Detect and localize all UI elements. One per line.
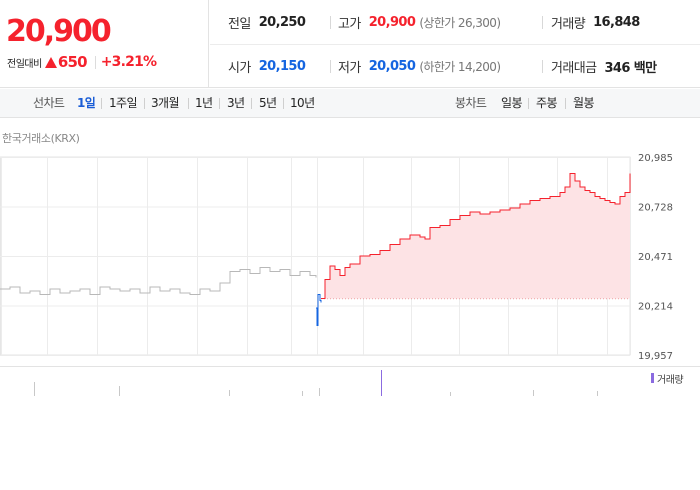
y-tick-label: 20,728 [638,203,673,214]
divider [219,98,220,109]
high-stat: 고가 20,900 (상한가 26,300) [338,12,501,32]
change-row: 전일대비 650 +3.21% [7,52,157,72]
y-tick-label: 20,471 [638,252,673,263]
divider [210,44,700,45]
divider [251,98,252,109]
price-box: 20,900 전일대비 650 +3.21% [0,0,209,88]
candle-chart-label: 봉차트 [455,96,487,110]
line-chart-label: 선차트 [33,96,65,110]
open-label: 시가 [228,60,251,76]
divider [101,98,102,109]
candle-daily[interactable]: 일봉 [501,96,522,110]
stock-summary-panel: 20,900 전일대비 650 +3.21% 전일 20,250 고가 20,9… [0,0,700,88]
open-value: 20,150 [258,58,306,74]
change-value: 650 [57,53,88,71]
divider [330,16,331,29]
volume-bar [302,391,303,396]
price-line-open-dip [316,294,322,326]
low-stat: 저가 20,050 (하한가 14,200) [338,56,501,76]
divider [542,60,543,73]
y-tick-label: 20,214 [638,302,673,313]
low-value: 20,050 [368,58,416,74]
divider [94,55,96,69]
volume-legend: 거래량 [651,371,684,386]
high-label: 고가 [338,16,361,32]
volume-bar [319,388,320,396]
volume-stat: 거래량 16,848 [551,12,640,32]
divider [283,98,284,109]
price-line-pre-market [0,267,317,296]
volume-legend-swatch [651,373,654,383]
volume-bar [450,392,451,396]
candle-weekly[interactable]: 주봉 [536,96,557,110]
low-label: 저가 [338,60,361,76]
period-1y[interactable]: 1년 [195,96,213,110]
prev-close-stat: 전일 20,250 [228,12,306,32]
volume-bar [533,390,534,396]
current-price: 20,900 [6,14,112,49]
volume-bar [229,390,230,396]
volume-legend-label: 거래량 [657,374,684,386]
price-line-regular [321,172,631,300]
divider [144,98,145,109]
open-stat: 시가 20,150 [228,56,306,76]
period-toolbar: 선차트 1일 1주일 3개월 1년 3년 5년 10년 봉차트 일봉 주봉 월봉 [0,89,700,118]
high-value: 20,900 [368,14,416,30]
divider [188,98,189,109]
plot-frame [0,156,631,356]
period-3y[interactable]: 3년 [227,96,245,110]
upper-limit-value: (상한가 26,300) [419,15,501,30]
volume-bar [119,386,120,396]
trade-value-stat: 거래대금 346 백만 [551,56,657,76]
price-area-fill [321,173,630,299]
prev-close-value: 20,250 [258,14,306,30]
change-label: 전일대비 [7,58,42,70]
up-triangle-icon [44,56,57,68]
y-tick-label: 20,985 [638,153,673,164]
period-3m[interactable]: 3개월 [151,96,180,110]
period-10y[interactable]: 10년 [290,96,315,110]
divider [542,16,543,29]
volume-bar [34,382,35,396]
period-5y[interactable]: 5년 [259,96,277,110]
lower-limit-value: (하한가 14,200) [419,59,501,74]
period-1d[interactable]: 1일 [77,96,96,110]
exchange-label: 한국거래소(KRX) [2,132,80,145]
trade-value-value: 346 백만 [604,60,657,76]
divider [565,98,566,109]
volume-bar [381,370,382,396]
divider [330,60,331,73]
trade-value-label: 거래대금 [551,60,597,76]
prev-close-label: 전일 [228,16,251,32]
y-tick-label: 19,957 [638,351,673,362]
divider [528,98,529,109]
candle-monthly[interactable]: 월봉 [573,96,594,110]
change-percent: +3.21% [100,54,157,70]
period-1w[interactable]: 1주일 [109,96,138,110]
volume-label: 거래량 [551,16,586,32]
volume-value: 16,848 [593,14,640,30]
volume-bar [597,391,598,396]
